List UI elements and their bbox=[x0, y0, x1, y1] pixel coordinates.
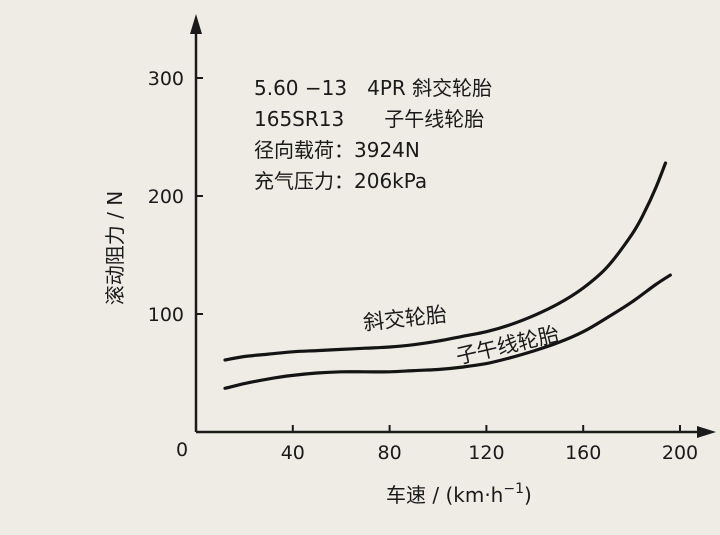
annotation-tire-radial-spec: 165SR13 子午线轮胎 bbox=[254, 107, 484, 131]
bias-tire-curve bbox=[223, 161, 668, 362]
annotation-tire-bias-spec: 5.60 −13 4PR 斜交轮胎 bbox=[254, 76, 492, 100]
bias-tire-curve-label: 斜交轮胎 bbox=[362, 302, 448, 335]
y-tick-label: 300 bbox=[148, 68, 184, 90]
x-axis-arrow bbox=[697, 426, 716, 438]
y-tick-label: 100 bbox=[148, 304, 184, 326]
radial-tire-curve bbox=[223, 273, 672, 390]
x-axis-title: 车速 / (km·h−1) bbox=[386, 481, 532, 507]
x-axis-title-main: 车速 / (km·h bbox=[386, 483, 503, 507]
axes bbox=[190, 14, 716, 438]
y-axis-arrow bbox=[190, 14, 202, 34]
x-tick-label: 120 bbox=[468, 442, 504, 464]
x-tick-label: 40 bbox=[281, 442, 305, 464]
x-axis-title-sup: −1 bbox=[503, 481, 524, 497]
annotation-radial-load: 径向载荷：3924N bbox=[254, 138, 420, 162]
x-tick-label: 80 bbox=[378, 442, 402, 464]
y-axis-title: 滚动阻力 / N bbox=[103, 191, 127, 305]
x-tick-label: 200 bbox=[662, 442, 698, 464]
y-tick-label: 200 bbox=[148, 186, 184, 208]
x-tick-label: 160 bbox=[565, 442, 601, 464]
x-axis-title-close: ) bbox=[524, 483, 532, 507]
ticks: 40 80 120 160 200 100 200 300 bbox=[148, 68, 698, 464]
radial-tire-curve-label: 子午线轮胎 bbox=[454, 322, 562, 369]
series-layer bbox=[223, 161, 672, 390]
annotation-inflation-pressure: 充气压力：206kPa bbox=[254, 169, 427, 193]
annotation-block: 5.60 −13 4PR 斜交轮胎 165SR13 子午线轮胎 径向载荷：392… bbox=[254, 76, 492, 193]
origin-label: 0 bbox=[176, 439, 188, 461]
